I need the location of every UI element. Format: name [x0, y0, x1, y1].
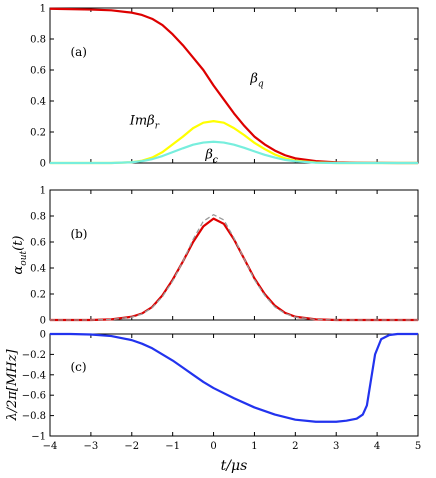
- series-line-1: [50, 332, 418, 423]
- x-axis-label: t/μs: [221, 458, 248, 474]
- y-tick-label: 0.2: [30, 128, 46, 139]
- y-tick-label: 0.6: [30, 66, 46, 77]
- x-tick-label: −3: [84, 441, 99, 452]
- y-tick-label: 0.4: [30, 97, 46, 108]
- y-tick-label: 0.4: [30, 264, 46, 275]
- y-tick-label: −0.8: [22, 411, 46, 422]
- y-tick-label: 0: [40, 159, 46, 170]
- x-tick-label: −2: [124, 441, 139, 452]
- series-annotation: βq: [249, 71, 264, 89]
- y-tick-label: 0: [40, 330, 46, 341]
- panel-label: (b): [70, 227, 87, 241]
- axes-frame: [49, 189, 419, 321]
- y-tick-label: 0.8: [30, 35, 46, 46]
- series-line-3: [50, 140, 418, 165]
- x-tick-label: 5: [415, 441, 421, 452]
- x-tick-label: 2: [292, 441, 298, 452]
- axes-frame: [49, 333, 419, 437]
- x-tick-label: −4: [43, 441, 58, 452]
- panel-b: 0 0.2 0.4 0.6 0.8 1 (b) αout(t): [11, 186, 419, 327]
- series-annotation: Imβr: [129, 113, 160, 131]
- panel-c: −4 −3 −2 −1 0 1 2 3 4 5 −1 −0.8 −0.6 −0.4 −0.2 0 (c) λ/2π…: [5, 330, 421, 475]
- x-tick-label: −1: [165, 441, 180, 452]
- series-line-1: [50, 217, 418, 322]
- y-tick-label: −0.2: [22, 350, 46, 361]
- y-axis-label: αout(t): [11, 236, 29, 275]
- series-annotation: βc: [204, 147, 218, 165]
- y-tick-label: 0.6: [30, 238, 46, 249]
- y-tick-label: −0.6: [22, 391, 46, 402]
- panel-label: (c): [70, 360, 86, 374]
- y-tick-label: 1: [40, 4, 46, 15]
- y-tick-label: 0: [40, 316, 46, 327]
- series-line-2: [50, 120, 418, 165]
- series-line-1: [49, 7, 418, 165]
- panel-a: 0 0.2 0.4 0.6 0.8 1 (a) βq Imβr βc: [30, 4, 419, 170]
- y-axis-label: λ/2π[MHz]: [5, 349, 20, 422]
- x-tick-label: 0: [210, 441, 216, 452]
- y-tick-label: 0.8: [30, 212, 46, 223]
- x-tick-label: 4: [374, 441, 380, 452]
- y-tick-label: −1: [31, 432, 46, 443]
- panel-label: (a): [70, 45, 87, 59]
- x-tick-label: 1: [251, 441, 257, 452]
- y-tick-label: 1: [40, 186, 46, 197]
- y-tick-label: −0.4: [22, 370, 46, 381]
- series-line-2: [50, 214, 418, 321]
- axes-frame: [49, 7, 419, 164]
- x-tick-label: 3: [333, 441, 339, 452]
- y-tick-label: 0.2: [30, 290, 46, 301]
